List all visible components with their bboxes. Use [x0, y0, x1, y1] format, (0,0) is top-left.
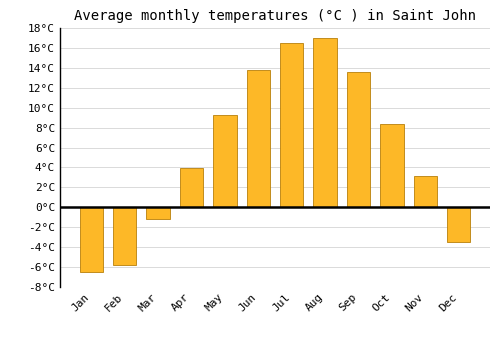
- Bar: [280, 43, 303, 207]
- Bar: [180, 168, 203, 207]
- Bar: [447, 207, 470, 242]
- Bar: [213, 115, 236, 207]
- Bar: [347, 72, 370, 207]
- Bar: [414, 176, 437, 207]
- Bar: [314, 38, 337, 207]
- Bar: [246, 70, 270, 207]
- Bar: [113, 207, 136, 265]
- Bar: [380, 124, 404, 207]
- Bar: [146, 207, 170, 219]
- Bar: [80, 207, 103, 272]
- Title: Average monthly temperatures (°C ) in Saint John: Average monthly temperatures (°C ) in Sa…: [74, 9, 476, 23]
